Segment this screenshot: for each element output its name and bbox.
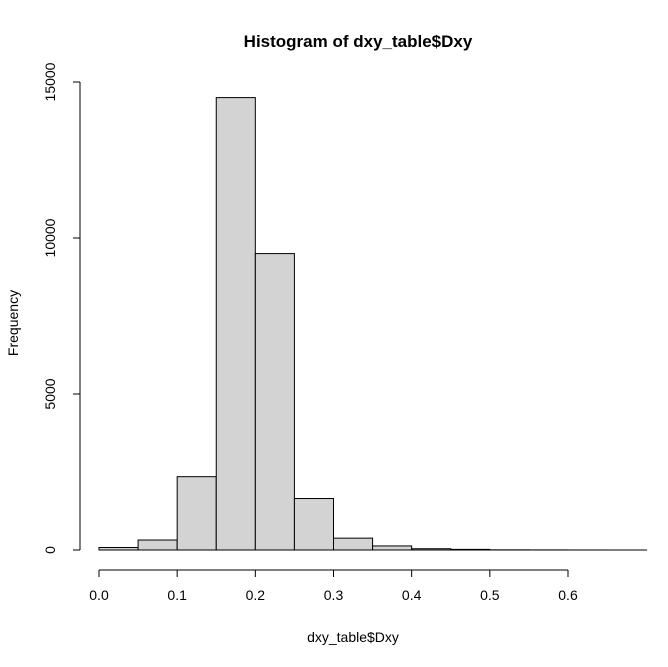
histogram-bar-2: [176, 476, 217, 551]
x-tick-label-3: 0.3: [324, 587, 344, 603]
x-tick-label-1: 0.1: [167, 587, 187, 603]
histogram-bar-3: [215, 97, 256, 551]
x-tick-label-0: 0.0: [89, 587, 109, 603]
x-tick-label-4: 0.4: [402, 587, 422, 603]
y-axis-label: Frequency: [5, 290, 21, 356]
x-axis: 0.0 0.1 0.2 0.3 0.4 0.5 0.6: [89, 569, 578, 603]
bars-group: [98, 97, 648, 551]
y-tick-label-1: 5000: [42, 378, 58, 409]
chart-title: Histogram of dxy_table$Dxy: [244, 32, 473, 51]
x-tick-label-2: 0.2: [246, 587, 266, 603]
histogram-bar-6: [333, 537, 374, 551]
y-axis: 0 5000 10000 15000: [42, 62, 81, 554]
histogram-bar-7: [372, 545, 413, 551]
histogram-bar-5: [293, 498, 335, 551]
x-tick-label-6: 0.6: [558, 587, 578, 603]
y-tick-label-3: 15000: [42, 62, 58, 101]
x-tick-label-5: 0.5: [480, 587, 500, 603]
histogram-bar-4: [254, 253, 295, 551]
x-axis-label: dxy_table$Dxy: [307, 629, 399, 645]
y-tick-label-0: 0: [42, 546, 58, 554]
y-tick-label-2: 10000: [42, 218, 58, 257]
histogram-bar-1: [137, 539, 178, 551]
